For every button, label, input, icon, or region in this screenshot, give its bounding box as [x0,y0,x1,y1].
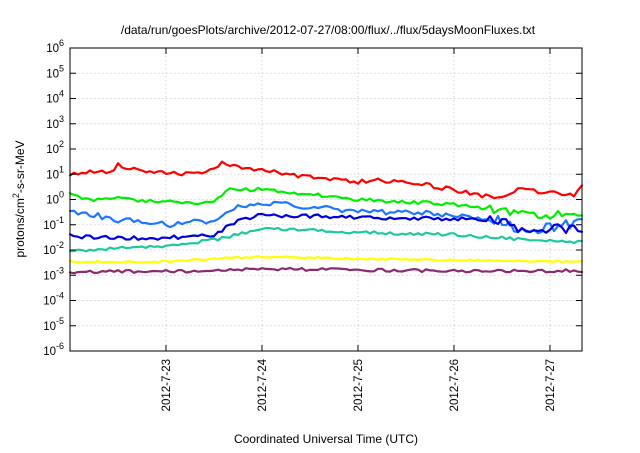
y-tick-label: 10-5 [43,316,64,333]
y-tick-base: 10 [46,169,59,181]
chart-title: /data/run/goesPlots/archive/2012-07-27/0… [121,23,536,37]
y-axis-label-suffix: -s-sr-MeV [13,140,27,193]
y-tick-exp: 6 [59,38,64,48]
y-tick-exp: -1 [56,215,64,225]
y-tick-exp: 2 [59,139,64,149]
y-tick-label: 101 [46,164,64,181]
y-tick-label: 105 [46,63,64,80]
y-tick-label: 10-3 [43,265,64,282]
y-tick-exp: 0 [59,190,64,200]
y-axis-label-sup: 2 [11,193,21,198]
series-line [68,255,584,264]
x-tick-label: 2012-7-25 [353,359,365,411]
y-tick-exp: -4 [56,291,64,301]
series-line [68,212,584,241]
series-line [68,200,584,235]
y-tick-exp: -6 [56,341,64,351]
y-tick-label: 102 [46,139,64,156]
y-tick-label: 100 [46,190,64,207]
y-tick-exp: 1 [59,164,64,174]
y-tick-base: 10 [46,68,59,80]
y-tick-exp: -5 [56,316,64,326]
x-tick-label: 2012-7-27 [545,359,557,411]
series-line [68,226,584,253]
series-line [68,160,584,200]
grid-layer [70,48,582,351]
y-tick-label: 10-4 [43,291,64,308]
series-line [68,186,584,220]
y-tick-label: 10-2 [43,240,64,257]
x-axis-label: Coordinated Universal Time (UTC) [234,432,418,446]
y-tick-base: 10 [43,346,56,358]
y-tick-base: 10 [43,245,56,257]
x-tick-label: 2012-7-26 [449,359,461,411]
y-tick-exp: 4 [59,89,64,99]
y-tick-exp: 3 [59,114,64,124]
y-axis-label-prefix: protons/cm [13,198,27,257]
series-layer [68,160,584,275]
y-tick-base: 10 [46,144,59,156]
y-axis-label: protons/cm2-s-sr-MeV [11,140,27,257]
y-tick-exp: -2 [56,240,64,250]
y-tick-base: 10 [43,220,56,232]
series-line [68,266,584,275]
y-tick-base: 10 [46,94,59,106]
y-tick-base: 10 [46,119,59,131]
y-tick-exp: -3 [56,265,64,275]
x-tick-label: 2012-7-23 [161,359,173,411]
y-tick-base: 10 [43,296,56,308]
y-tick-base: 10 [46,43,59,55]
y-tick-labels: 10-6 10-5 10-4 10-3 10-2 10-1 100 101 10… [43,38,64,358]
x-tick-label: 2012-7-24 [257,358,269,411]
y-tick-label: 103 [46,114,64,131]
y-tick-label: 10-6 [43,341,64,358]
y-tick-base: 10 [46,195,59,207]
tick-layer [70,47,582,352]
y-tick-base: 10 [43,321,56,333]
y-tick-label: 106 [46,38,64,55]
y-tick-label: 104 [46,89,64,106]
x-tick-labels: 2012-7-23 2012-7-24 2012-7-25 2012-7-26 2012… [161,358,557,411]
y-tick-base: 10 [43,270,56,282]
y-tick-exp: 5 [59,63,64,73]
y-tick-label: 10-1 [43,215,64,232]
